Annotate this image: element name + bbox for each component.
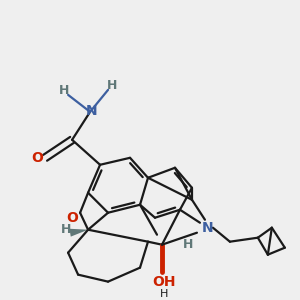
Polygon shape <box>69 229 88 237</box>
Text: O: O <box>66 211 78 225</box>
Text: H: H <box>59 84 69 98</box>
Text: H: H <box>61 223 71 236</box>
Text: OH: OH <box>152 274 176 289</box>
Text: N: N <box>202 221 214 235</box>
Text: N: N <box>85 104 97 118</box>
Text: H: H <box>107 80 117 92</box>
Text: H: H <box>160 289 168 298</box>
Text: O: O <box>31 151 43 165</box>
Text: H: H <box>183 238 193 251</box>
